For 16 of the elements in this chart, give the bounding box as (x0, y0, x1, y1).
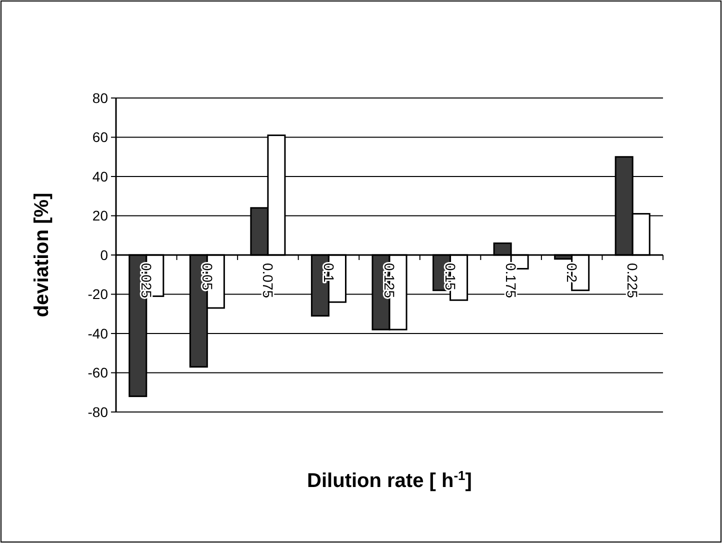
x-tick-label: 0.175 (503, 263, 520, 298)
x-tick-label: 0.075 (260, 263, 276, 298)
y-tick-label: -60 (88, 364, 108, 381)
x-axis-title: Dilution rate [ h$^{-1}$] (307, 468, 472, 492)
x-tick-label: 0.1 (320, 263, 337, 283)
y-tick-label: 40 (92, 168, 108, 184)
y-tick-label: 60 (92, 129, 108, 146)
y-tick-label: 20 (92, 208, 108, 224)
x-tick-label: 0.225 (624, 263, 641, 298)
y-tick-label: -40 (88, 325, 108, 342)
y-axis-title: deviation [%] (31, 192, 53, 318)
y-tick-label: -20 (88, 286, 108, 302)
y-tick-label: 80 (92, 90, 108, 106)
y-tick-label: 0 (100, 246, 108, 263)
x-tick-label: 0.2 (564, 263, 580, 283)
y-tick-label: -80 (88, 404, 108, 420)
